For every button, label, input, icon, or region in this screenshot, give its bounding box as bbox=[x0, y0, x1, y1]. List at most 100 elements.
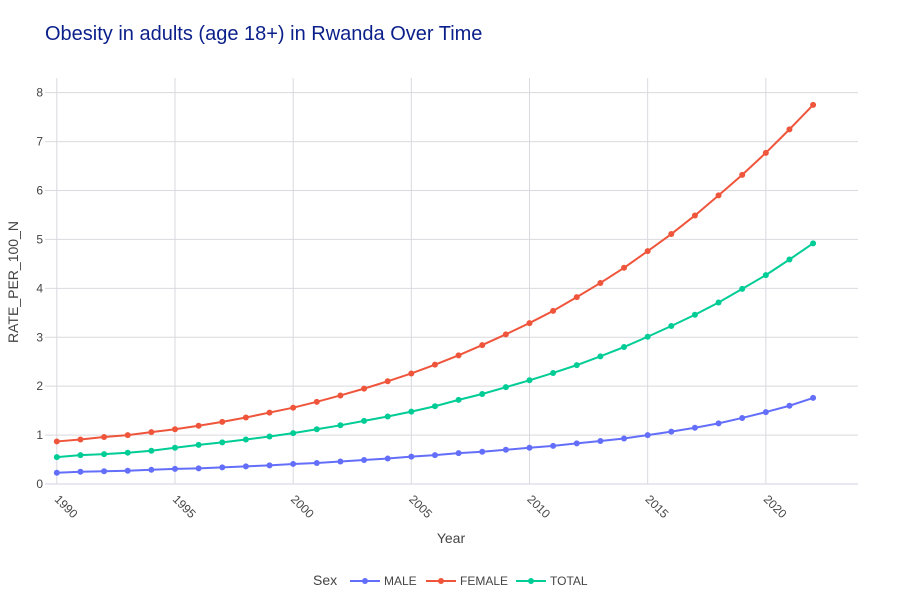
y-axis-title: RATE_PER_100_N bbox=[5, 221, 21, 343]
data-point-total bbox=[101, 451, 108, 458]
legend-item-male[interactable]: MALE bbox=[384, 574, 417, 588]
data-point-total bbox=[290, 430, 297, 437]
data-point-male bbox=[810, 394, 817, 401]
data-point-female bbox=[361, 385, 368, 392]
data-point-male bbox=[502, 446, 509, 453]
data-point-female bbox=[242, 414, 249, 421]
y-tick-label: 6 bbox=[36, 184, 43, 198]
chart-title: Obesity in adults (age 18+) in Rwanda Ov… bbox=[45, 23, 482, 45]
data-point-total bbox=[786, 256, 793, 263]
data-point-total bbox=[621, 344, 628, 351]
data-point-male bbox=[361, 457, 368, 464]
data-point-female bbox=[313, 398, 320, 405]
data-point-female bbox=[479, 342, 486, 349]
data-point-male bbox=[219, 464, 226, 471]
data-point-total bbox=[266, 433, 273, 440]
data-point-male bbox=[313, 459, 320, 466]
data-point-female bbox=[762, 149, 769, 156]
data-point-total bbox=[242, 436, 249, 443]
data-point-total bbox=[550, 369, 557, 376]
data-point-total bbox=[526, 377, 533, 384]
data-point-total bbox=[691, 311, 698, 318]
data-point-female bbox=[502, 331, 509, 338]
data-point-male bbox=[124, 467, 131, 474]
x-tick-label: 1990 bbox=[52, 492, 81, 521]
data-point-male bbox=[526, 444, 533, 451]
data-point-total bbox=[384, 413, 391, 420]
data-point-male bbox=[337, 458, 344, 465]
data-point-female bbox=[455, 352, 462, 359]
data-point-female bbox=[124, 432, 131, 439]
data-point-total bbox=[502, 384, 509, 391]
data-point-total bbox=[573, 362, 580, 369]
data-point-total bbox=[739, 285, 746, 292]
y-tick-label: 0 bbox=[36, 477, 43, 491]
data-point-male bbox=[597, 437, 604, 444]
data-point-male bbox=[101, 468, 108, 475]
data-point-female bbox=[550, 307, 557, 314]
data-point-female bbox=[148, 429, 155, 436]
data-point-male bbox=[171, 465, 178, 472]
legend-marker-male bbox=[362, 578, 368, 584]
data-point-total bbox=[361, 417, 368, 424]
series-line-female bbox=[56, 104, 814, 443]
data-point-male bbox=[621, 435, 628, 442]
legend-item-female[interactable]: FEMALE bbox=[460, 574, 508, 588]
y-tick-label: 5 bbox=[36, 232, 43, 246]
data-point-total bbox=[124, 449, 131, 456]
data-point-total bbox=[313, 426, 320, 433]
x-axis-title: Year bbox=[437, 530, 466, 546]
x-tick-label: 2015 bbox=[643, 492, 672, 521]
data-point-male bbox=[786, 402, 793, 409]
data-point-female bbox=[290, 404, 297, 411]
data-point-male bbox=[691, 424, 698, 431]
data-point-total bbox=[810, 240, 817, 247]
data-point-male bbox=[77, 468, 84, 475]
x-tick-label: 1995 bbox=[170, 492, 199, 521]
data-point-female bbox=[810, 101, 817, 108]
legend-marker-total bbox=[528, 578, 534, 584]
data-point-male bbox=[408, 453, 415, 460]
data-point-female bbox=[171, 426, 178, 433]
data-point-female bbox=[219, 418, 226, 425]
x-tick-label: 2000 bbox=[288, 492, 317, 521]
data-point-total bbox=[219, 439, 226, 446]
data-point-male bbox=[550, 442, 557, 449]
data-point-male bbox=[384, 455, 391, 462]
data-point-total bbox=[762, 272, 769, 279]
data-point-total bbox=[408, 408, 415, 415]
data-point-male bbox=[195, 465, 202, 472]
data-point-total bbox=[597, 353, 604, 360]
data-point-female bbox=[408, 370, 415, 377]
data-point-total bbox=[715, 299, 722, 306]
data-point-total bbox=[668, 323, 675, 329]
data-point-total bbox=[479, 391, 486, 397]
data-point-total bbox=[337, 422, 344, 429]
data-point-male bbox=[148, 466, 155, 473]
legend-item-total[interactable]: TOTAL bbox=[550, 574, 588, 588]
data-point-male bbox=[53, 469, 60, 476]
y-tick-label: 8 bbox=[36, 86, 43, 100]
data-point-total bbox=[53, 454, 60, 461]
data-point-female bbox=[691, 212, 698, 219]
data-point-male bbox=[715, 420, 722, 427]
y-tick-label: 3 bbox=[36, 330, 43, 344]
data-point-female bbox=[786, 126, 793, 133]
y-tick-label: 4 bbox=[36, 281, 43, 295]
data-point-total bbox=[431, 403, 438, 410]
data-point-female bbox=[53, 438, 60, 445]
y-tick-label: 1 bbox=[36, 428, 43, 442]
data-point-total bbox=[644, 333, 651, 340]
legend-marker-female bbox=[438, 578, 444, 584]
data-point-male bbox=[290, 460, 297, 467]
data-point-female bbox=[431, 361, 438, 368]
data-point-female bbox=[266, 409, 273, 416]
data-point-total bbox=[148, 447, 155, 454]
x-tick-label: 2010 bbox=[524, 492, 553, 521]
data-point-total bbox=[455, 396, 462, 403]
data-point-female bbox=[101, 434, 108, 441]
x-tick-label: 2020 bbox=[761, 492, 790, 521]
data-point-total bbox=[171, 444, 178, 451]
